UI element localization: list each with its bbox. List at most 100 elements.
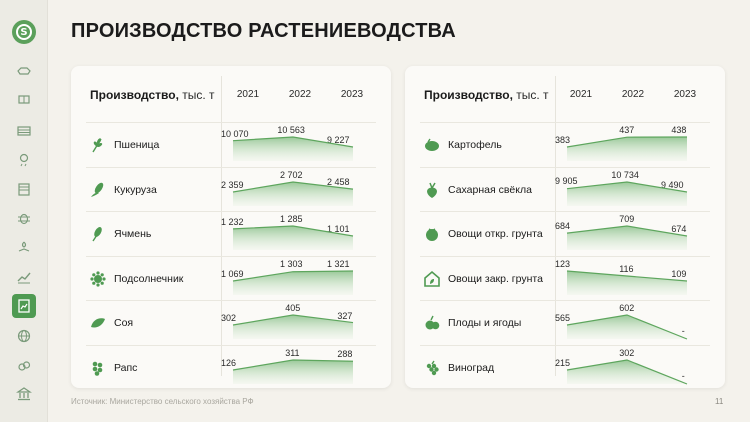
value-2021: 2 359 [221,179,244,190]
sparkline-area [233,270,353,295]
wheat-icon [89,136,107,154]
left-year-2021: 2021 [236,89,260,100]
grape-icon [423,359,441,377]
sunflower-icon [89,270,107,288]
sparkline-area [233,226,353,250]
value-2021: 684 [555,221,571,232]
row-label: Плоды и ягоды [448,317,522,329]
left-year-2022: 2022 [288,89,312,100]
table-row: Кукуруза [86,166,376,211]
sparkline [232,358,354,384]
row-label: Рапс [114,361,138,374]
calendar-icon [18,182,30,196]
sidebar-item-bank[interactable] [0,381,48,407]
row-label: Сахарная свёкла [448,183,532,196]
value-2022: 437 [619,125,635,136]
sidebar-item-globe[interactable] [0,323,48,349]
value-2021: 9 905 [555,176,578,187]
sparkline-area [233,315,353,339]
sidebar-item-growth-chart[interactable] [0,264,48,290]
value-2021: 215 [555,357,571,368]
left-production-card: Производство, тыс. т 2021 2022 2023 10 0… [71,66,391,388]
source-note: Источник: Министерство сельского хозяйст… [71,397,254,406]
left-table-header: Производство, тыс. т 2021 2022 2023 [71,66,391,122]
left-header-title: Производство, тыс. т [90,88,215,102]
value-2023: 9 227 [327,135,350,145]
value-2022: 1 303 [280,259,303,270]
value-2021: 123 [555,258,571,269]
right-year-2021: 2021 [569,89,593,100]
active-indicator [12,294,36,319]
sparkline [566,269,688,295]
sidebar-item-weather[interactable] [0,146,48,172]
value-2022: 10 563 [277,125,305,135]
bank-icon [16,387,32,401]
value-2022: 302 [619,347,635,358]
growth-chart-icon [17,272,31,284]
sidebar-item-bug[interactable] [0,205,48,231]
logo-letter: S [16,24,32,40]
logo[interactable]: S [12,20,36,44]
sparkline-line [232,180,354,193]
sparkline-area [567,270,687,295]
sidebar-item-calendar[interactable] [0,176,48,202]
sparkline [566,225,688,250]
corn-icon [89,181,107,199]
value-2022: 602 [619,303,635,313]
left-divider [221,76,222,376]
value-2021: 383 [555,135,571,145]
table-row: Подсолнечник [86,255,376,300]
sidebar-item-document-chart[interactable] [0,293,48,319]
right-production-card: Производство, тыс. т 2021 2022 2023 383 4… [405,66,725,388]
value-2023: 109 [671,268,687,279]
row-label: Виноград [448,361,495,374]
sparkline [232,269,354,295]
tractor-icon [18,95,30,104]
value-2022: 116 [619,263,634,274]
sparkline [566,314,688,340]
value-2023: - [681,370,685,381]
sidebar-item-hands-plant[interactable] [0,234,48,260]
row-label: Овощи закр. грунта [448,272,543,285]
barley-icon [89,225,107,243]
sparkline-area [567,359,687,384]
rapeseed-icon [89,359,107,377]
right-header-title: Производство, тыс. т [424,88,549,102]
value-2022: 1 285 [280,214,303,224]
value-2022: 311 [285,347,300,358]
value-2023: - [681,326,685,336]
sparkline-line [566,314,688,340]
value-2023: 2 458 [327,176,350,187]
table-row: Картофель [420,122,710,166]
sidebar-item-fruit[interactable] [0,352,48,378]
sparkline-area [567,181,687,206]
sparkline-area [233,137,353,161]
right-header-unit: тыс. т [516,88,549,102]
sidebar-item-warehouse[interactable] [0,117,48,143]
value-2022: 709 [619,214,635,224]
sidebar-item-tractor[interactable] [0,87,48,113]
row-label: Кукуруза [114,183,157,196]
sparkline [566,180,688,206]
fruit-berry-icon [423,314,441,332]
value-2023: 288 [337,348,353,359]
sparkline [232,225,354,250]
left-year-2023: 2023 [340,89,364,100]
page-number: 11 [715,397,724,406]
sidebar: S [0,0,48,422]
value-2021: 126 [221,357,237,368]
value-2023: 674 [671,224,687,234]
document-chart-icon [18,299,30,313]
row-label: Ячмень [114,228,152,240]
sidebar-item-cow[interactable] [0,58,48,84]
value-2021: 10 070 [221,128,249,139]
sparkline-line [566,136,688,148]
value-2021: 302 [221,313,237,323]
value-2023: 1 101 [327,224,350,234]
warehouse-icon [17,126,31,136]
sparkline-area [567,315,687,339]
table-row: Соя [86,300,376,344]
value-2022: 2 702 [280,169,303,180]
bug-icon [18,213,30,225]
globe-icon [17,329,31,342]
